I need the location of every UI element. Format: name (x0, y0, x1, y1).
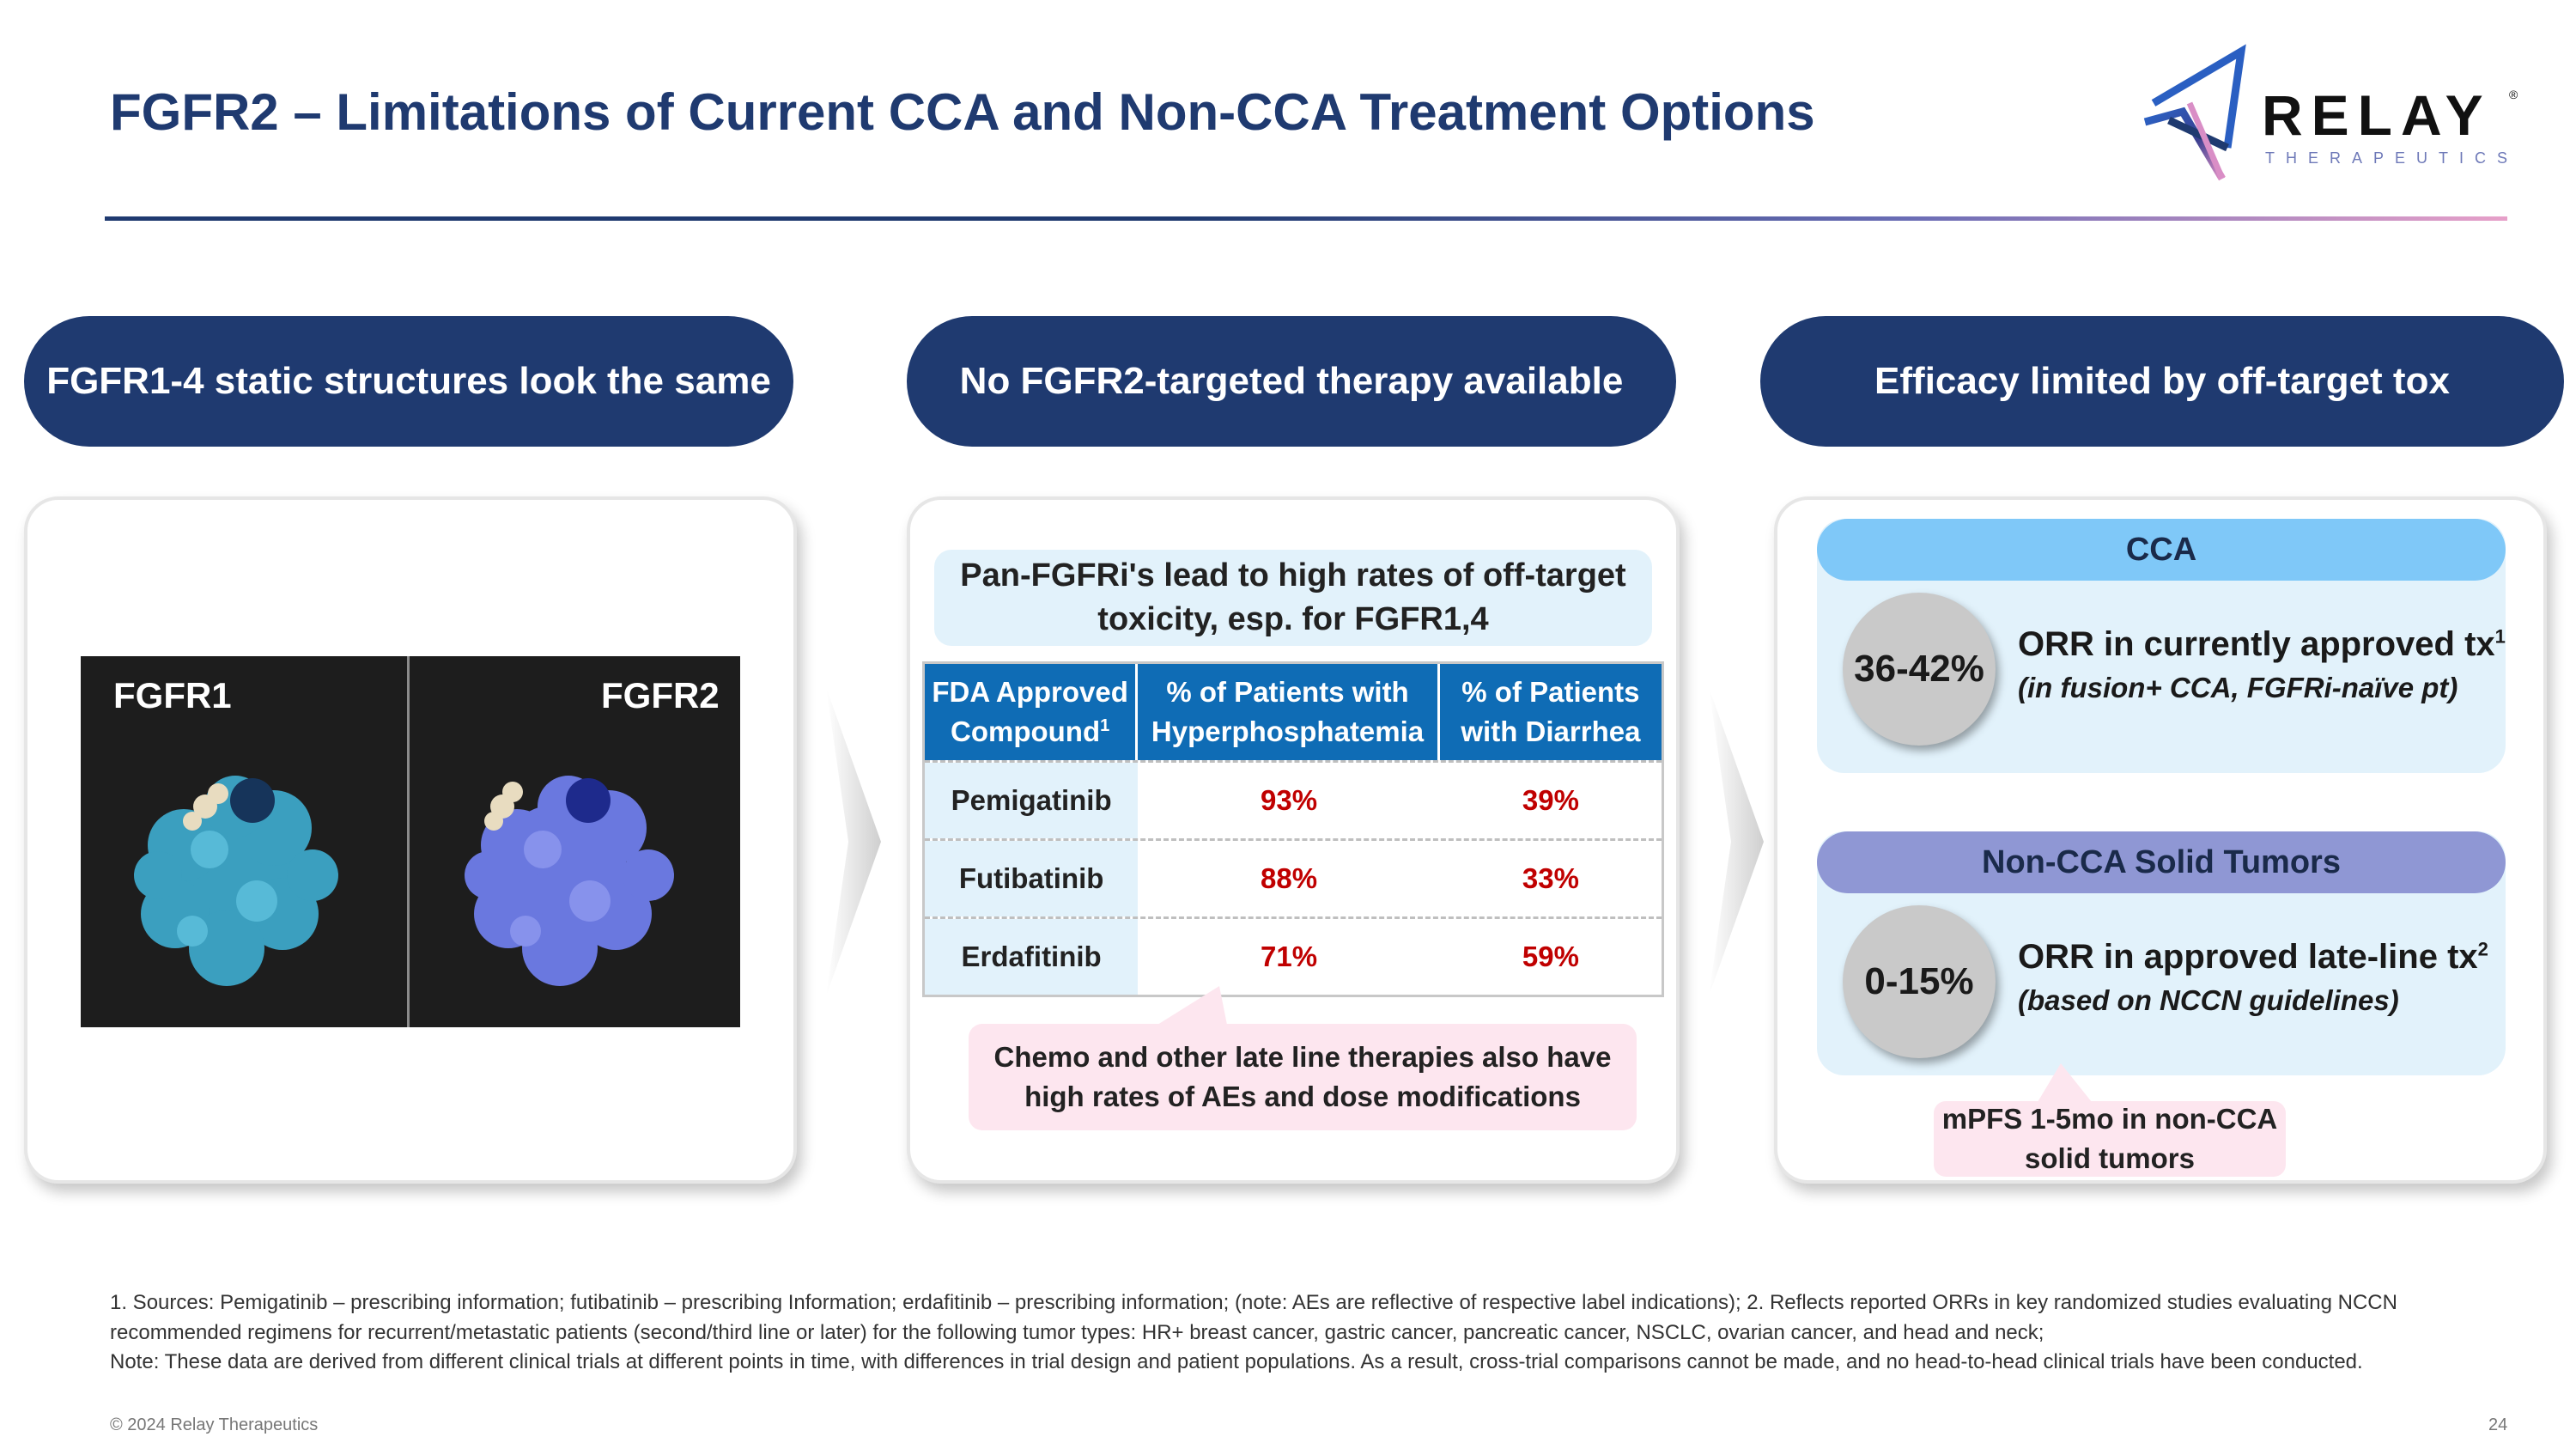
column-header-efficacy: Efficacy limited by off-target tox (1760, 316, 2564, 447)
table-row: Futibatinib 88% 33% (925, 838, 1662, 916)
cca-section: CCA 36-42% ORR in currently approved tx1… (1817, 519, 2506, 773)
header-hyperphosphatemia: % of Patients with Hyperphosphatemia (1138, 664, 1440, 760)
non-cca-orr-label: ORR in approved late-line tx2 (2018, 938, 2488, 976)
slide-title: FGFR2 – Limitations of Current CCA and N… (110, 83, 1815, 141)
page-number: 24 (2488, 1416, 2508, 1434)
hyperphosphatemia-cell: 93% (1261, 784, 1318, 816)
hyperphosphatemia-cell: 88% (1261, 862, 1318, 894)
cca-orr-value: 36-42% (1843, 593, 1996, 746)
late-line-therapies-callout: Chemo and other late line therapies also… (969, 1024, 1637, 1130)
cca-orr-note: (in fusion+ CCA, FGFRi-naïve pt) (2018, 672, 2458, 703)
copyright: © 2024 Relay Therapeutics (110, 1416, 319, 1434)
diarrhea-cell: 33% (1522, 862, 1579, 894)
column-header-therapy: No FGFR2-targeted therapy available (907, 316, 1676, 447)
table-row: Pemigatinib 93% 39% (925, 760, 1662, 838)
relay-logo: RELAY ® THERAPEUTICS (2138, 43, 2519, 198)
title-divider (105, 216, 2507, 221)
non-cca-orr-value: 0-15% (1843, 905, 1996, 1058)
fgfr2-protein-icon (465, 776, 674, 986)
hyperphosphatemia-cell: 71% (1261, 941, 1318, 972)
fgfr2-label: FGFR2 (601, 675, 720, 715)
relay-logo-registered: ® (2509, 88, 2518, 101)
compound-cell: Pemigatinib (925, 763, 1139, 838)
compound-cell: Futibatinib (925, 841, 1139, 916)
diarrhea-cell: 59% (1522, 941, 1579, 972)
cca-header: CCA (1817, 519, 2506, 581)
fgfr1-protein-icon (134, 776, 338, 986)
fgfr1-label: FGFR1 (113, 675, 232, 715)
header-compound: FDA Approved Compound1 (925, 664, 1139, 760)
toxicity-card: Pan-FGFRi's lead to high rates of off-ta… (907, 496, 1680, 1184)
non-cca-orr-note: (based on NCCN guidelines) (2018, 984, 2399, 1016)
table-header-row: FDA Approved Compound1 % of Patients wit… (925, 664, 1662, 760)
efficacy-card: CCA 36-42% ORR in currently approved tx1… (1774, 496, 2547, 1184)
cca-orr-label: ORR in currently approved tx1 (2018, 625, 2506, 663)
chevron-right-icon (826, 687, 881, 996)
footnotes: 1. Sources: Pemigatinib – prescribing in… (110, 1288, 2514, 1378)
relay-logo-subtitle: THERAPEUTICS (2265, 149, 2519, 167)
header-diarrhea: % of Patients with Diarrhea (1461, 675, 1641, 747)
callout-pointer-icon (1151, 986, 1228, 1029)
protein-structure-image: FGFR1 FGFR2 (81, 656, 740, 1027)
chevron-right-icon (1709, 687, 1764, 996)
relay-logo-word: RELAY (2262, 83, 2492, 147)
relay-logo-mark-icon (2143, 44, 2246, 181)
image-divider (407, 656, 410, 1027)
pan-fgfri-callout: Pan-FGFRi's lead to high rates of off-ta… (934, 550, 1652, 646)
structures-card: FGFR1 FGFR2 (24, 496, 797, 1184)
footnote-sources: 1. Sources: Pemigatinib – prescribing in… (110, 1291, 2397, 1344)
toxicity-table: FDA Approved Compound1 % of Patients wit… (922, 661, 1664, 997)
footnote-note: Note: These data are derived from differ… (110, 1350, 2363, 1374)
table-row: Erdafitinib 71% 59% (925, 916, 1662, 995)
non-cca-section: Non-CCA Solid Tumors 0-15% ORR in approv… (1817, 831, 2506, 1075)
mpfs-callout: mPFS 1-5mo in non-CCA solid tumors (1934, 1101, 2286, 1177)
compound-cell: Erdafitinib (925, 919, 1139, 995)
callout-pointer-icon (2035, 1063, 2095, 1106)
diarrhea-cell: 39% (1522, 784, 1579, 816)
non-cca-header: Non-CCA Solid Tumors (1817, 831, 2506, 893)
column-header-structures: FGFR1-4 static structures look the same (24, 316, 793, 447)
